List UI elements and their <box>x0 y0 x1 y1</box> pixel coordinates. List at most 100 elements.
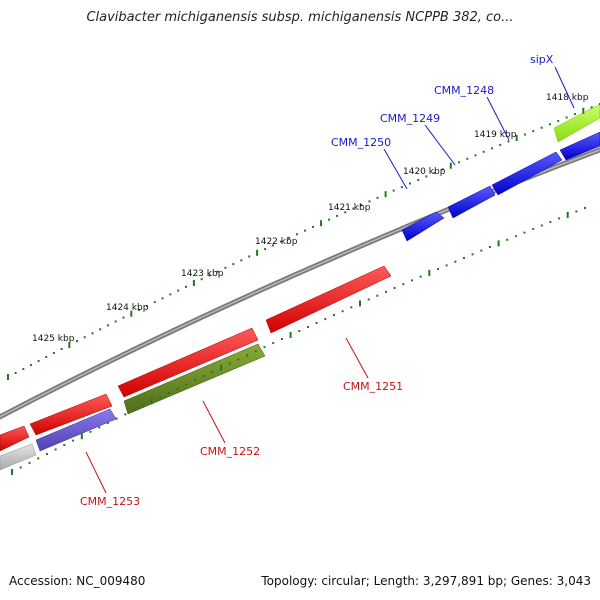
inner-minor-tick <box>115 417 118 420</box>
outer-minor-tick <box>29 364 32 366</box>
outer-minor-tick <box>590 106 593 109</box>
inner-minor-tick <box>63 444 66 446</box>
outer-minor-tick <box>240 259 243 262</box>
outer-minor-tick <box>490 147 493 150</box>
gene-cmm-1248-next[interactable] <box>559 131 600 161</box>
gene-label-cmm-1253[interactable]: CMM_1253 <box>80 495 140 508</box>
inner-minor-tick <box>393 287 396 289</box>
inner-minor-tick <box>159 396 162 399</box>
outer-minor-tick <box>200 278 203 281</box>
inner-minor-tick <box>167 391 170 394</box>
inner-minor-tick <box>350 306 353 309</box>
outer-minor-tick <box>540 126 543 129</box>
inner-minor-tick <box>480 249 483 252</box>
outer-minor-tick <box>409 182 411 185</box>
gene-cmm-1251[interactable] <box>265 265 392 334</box>
inner-tick-ring <box>11 207 586 475</box>
tick-label-1418: 1418 kbp <box>546 93 589 103</box>
outer-major-tick <box>384 191 387 198</box>
leader-cmm-1252 <box>202 400 226 444</box>
outer-minor-tick <box>145 305 148 307</box>
inner-minor-tick <box>263 346 266 349</box>
gene-cmm-1249[interactable] <box>447 185 496 219</box>
gene-red-left[interactable] <box>29 393 113 436</box>
inner-minor-tick <box>37 457 40 460</box>
inner-major-tick <box>359 300 361 307</box>
outer-minor-tick <box>565 116 568 119</box>
inner-minor-tick <box>575 210 578 213</box>
inner-major-tick <box>220 364 223 371</box>
outer-minor-tick <box>336 214 339 217</box>
inner-minor-tick <box>19 466 22 469</box>
outer-minor-tick <box>76 340 78 343</box>
inner-minor-tick <box>194 379 196 382</box>
leader-sipx <box>554 66 575 109</box>
inner-minor-tick <box>445 264 448 267</box>
gene-sipx[interactable] <box>553 103 600 143</box>
inner-minor-tick <box>549 221 552 223</box>
outer-major-tick <box>130 310 133 317</box>
leader-cmm-1248 <box>486 96 510 141</box>
outer-minor-tick <box>312 225 314 228</box>
outer-minor-tick <box>177 289 180 292</box>
gene-red-mid[interactable] <box>117 327 259 398</box>
inner-minor-tick <box>272 342 275 345</box>
outer-minor-tick <box>458 161 460 164</box>
inner-minor-tick <box>89 430 92 433</box>
inner-minor-tick <box>315 322 318 324</box>
inner-minor-tick <box>176 387 179 390</box>
outer-major-tick <box>582 107 585 114</box>
inner-minor-tick <box>341 310 344 313</box>
inner-minor-tick <box>558 217 561 220</box>
gene-label-cmm-1250[interactable]: CMM_1250 <box>331 136 391 149</box>
outer-minor-tick <box>417 178 420 181</box>
inner-minor-tick <box>402 283 405 286</box>
outer-minor-tick <box>37 360 40 362</box>
inner-minor-tick <box>246 354 249 357</box>
outer-minor-tick <box>482 150 485 153</box>
gene-cmm-1248[interactable] <box>491 151 563 196</box>
outer-minor-tick <box>83 336 86 339</box>
outer-minor-tick <box>433 171 436 174</box>
outer-minor-tick <box>52 352 55 354</box>
genome-stats-text: Topology: circular; Length: 3,297,891 bp… <box>261 574 591 588</box>
inner-minor-tick <box>185 383 188 386</box>
tick-label-1423: 1423 kbp <box>181 269 224 279</box>
tick-label-1420: 1420 kbp <box>403 167 446 177</box>
inner-minor-tick <box>376 294 379 297</box>
outer-major-tick <box>449 162 452 169</box>
inner-minor-tick <box>202 375 205 377</box>
outer-minor-tick <box>45 356 48 358</box>
outer-minor-tick <box>352 207 355 210</box>
gene-label-cmm-1252[interactable]: CMM_1252 <box>200 445 260 458</box>
outer-minor-tick <box>264 248 267 251</box>
outer-minor-tick <box>400 186 403 189</box>
outer-tick-ring <box>7 103 600 380</box>
inner-minor-tick <box>324 318 327 321</box>
outer-minor-tick <box>425 175 428 178</box>
map-title: Clavibacter michiganensis subsp. michiga… <box>86 10 514 25</box>
outer-minor-tick <box>280 240 282 243</box>
gene-label-cmm-1248[interactable]: CMM_1248 <box>434 84 494 97</box>
inner-minor-tick <box>367 298 370 301</box>
gene-label-sipx[interactable]: sipX <box>530 53 554 66</box>
outer-minor-tick <box>392 189 395 192</box>
tick-label-1425: 1425 kbp <box>32 334 75 344</box>
inner-minor-tick <box>411 279 413 282</box>
inner-minor-tick <box>254 350 257 353</box>
inner-major-tick <box>497 240 500 247</box>
leader-cmm-1250 <box>383 148 408 190</box>
gene-label-cmm-1249[interactable]: CMM_1249 <box>380 112 440 125</box>
gene-label-cmm-1251[interactable]: CMM_1251 <box>343 380 403 393</box>
leader-cmm-1251 <box>345 337 369 379</box>
gene-gray[interactable] <box>0 443 37 471</box>
inner-minor-tick <box>72 439 75 442</box>
inner-minor-tick <box>540 224 543 227</box>
outer-minor-tick <box>441 168 444 171</box>
outer-minor-tick <box>248 255 251 258</box>
gene-red-edge[interactable] <box>0 425 30 452</box>
outer-minor-tick <box>91 332 94 335</box>
inner-major-tick <box>289 332 292 338</box>
gene-cmm-1250[interactable] <box>401 211 445 242</box>
